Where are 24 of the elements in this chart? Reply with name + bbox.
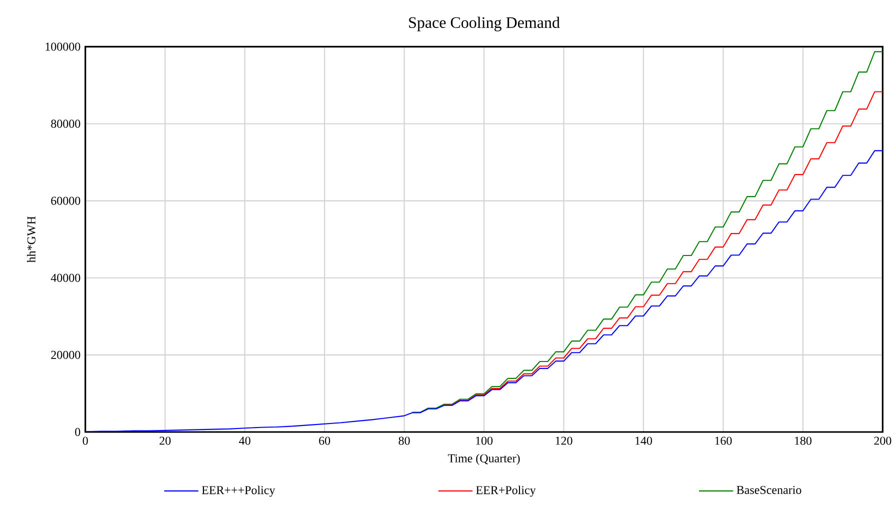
y-tick-label: 20000 [51, 351, 80, 360]
y-axis-title: hh*GWH [26, 216, 36, 263]
x-axis-title: Time (Quarter) [448, 454, 520, 465]
legend-label: EER+++Policy [202, 486, 276, 497]
x-tick-label: 120 [556, 436, 572, 445]
x-tick-label: 40 [239, 436, 250, 445]
y-tick-label: 0 [75, 428, 80, 436]
x-tick-label: 80 [398, 436, 410, 445]
x-tick-label: 140 [636, 436, 652, 445]
x-tick-label: 0 [82, 436, 88, 445]
x-tick-label: 180 [794, 436, 812, 445]
x-tick-label: 160 [715, 436, 732, 445]
y-tick-label: 100000 [46, 42, 80, 51]
chart-title: Space Cooling Demand [409, 16, 560, 32]
y-tick-label: 80000 [51, 120, 80, 128]
line-series [444, 91, 883, 406]
y-tick-label: 60000 [51, 196, 80, 206]
x-tick-label: 60 [319, 436, 330, 445]
legend-label: BaseScenario [736, 486, 802, 494]
x-tick-label: 200 [874, 436, 892, 445]
legend-label: EER+Policy [476, 486, 536, 497]
y-tick-label: 40000 [50, 274, 80, 282]
x-tick-label: 20 [160, 436, 171, 445]
x-tick-label: 100 [476, 436, 493, 445]
